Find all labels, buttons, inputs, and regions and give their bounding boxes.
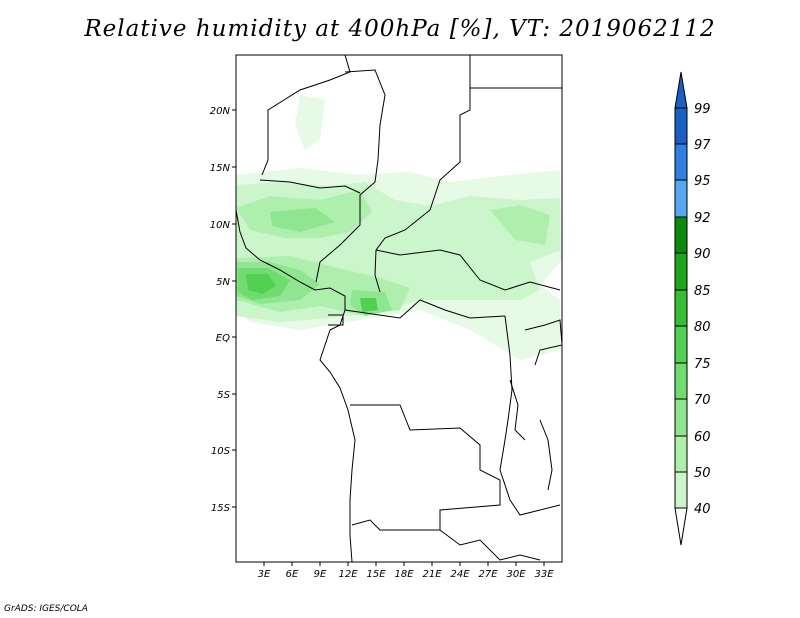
- lat-label: 5S: [217, 390, 230, 401]
- lat-label: 5N: [216, 277, 230, 288]
- colorbar-segment: [674, 435, 688, 473]
- colorbar-segment: [674, 252, 688, 291]
- colorbar-label: 95: [694, 174, 711, 189]
- lon-label: 21E: [422, 569, 442, 580]
- lat-label: 20N: [210, 106, 231, 117]
- border: [375, 249, 561, 291]
- colorbar-segment: [674, 325, 688, 364]
- lon-label: 9E: [314, 569, 327, 580]
- colorbar-label: 92: [694, 211, 711, 226]
- border: [350, 404, 501, 531]
- latitude-axis: 20N 15N 10N 5N EQ 5S 10S 15S: [210, 106, 236, 514]
- lon-label: 3E: [258, 569, 271, 580]
- colorbar-label: 90: [694, 247, 711, 262]
- border: [439, 529, 541, 561]
- border: [315, 69, 386, 283]
- lon-label: 30E: [506, 569, 526, 580]
- humidity-area-80: [360, 298, 378, 312]
- map-title: Relative humidity at 400hPa [%], VT: 201…: [84, 16, 716, 42]
- lon-label: 15E: [366, 569, 386, 580]
- map-frame: [235, 54, 563, 563]
- colorbar-segment: [674, 471, 688, 509]
- lake: [509, 379, 526, 441]
- humidity-field: [236, 95, 562, 360]
- lat-label: 10N: [210, 220, 231, 231]
- colorbar-label: 85: [694, 284, 711, 299]
- humidity-area-60: [490, 205, 550, 245]
- credit-text: GrADS: IGES/COLA: [4, 604, 88, 614]
- lat-label: 15N: [210, 163, 231, 174]
- border: [344, 299, 506, 319]
- border: [236, 54, 351, 176]
- lake: [539, 419, 553, 491]
- colorbar-top-arrow: [674, 71, 688, 109]
- lat-label: 15S: [211, 503, 231, 514]
- lat-label: EQ: [216, 333, 230, 344]
- border: [374, 55, 471, 293]
- longitude-axis: 3E 6E 9E 12E 15E 18E 21E 24E 27E 30E 33E: [258, 562, 554, 580]
- lon-label: 24E: [450, 569, 470, 580]
- colorbar-segment: [674, 289, 688, 327]
- lon-label: 33E: [534, 569, 554, 580]
- colorbar-segment: [674, 107, 688, 145]
- colorbar-bottom-arrow: [674, 507, 688, 546]
- lat-label: 10S: [211, 446, 231, 457]
- coastline: [235, 209, 356, 563]
- colorbar-label: 70: [694, 393, 711, 408]
- colorbar-segment: [674, 143, 688, 181]
- colorbar-label: 50: [694, 466, 711, 481]
- colorbar-label: 75: [694, 357, 711, 372]
- colorbar-label: 60: [694, 430, 711, 445]
- lon-label: 27E: [478, 569, 498, 580]
- colorbar-segment: [674, 398, 688, 437]
- colorbar-label: 97: [694, 138, 711, 153]
- humidity-area-80: [246, 274, 276, 294]
- colorbar: 99 97 95 92 90 85 80 75 70 60 50 40: [674, 71, 711, 546]
- colorbar-segment: [674, 362, 688, 400]
- lon-label: 12E: [338, 569, 358, 580]
- colorbar-segment: [674, 216, 688, 254]
- colorbar-label: 40: [694, 502, 711, 517]
- border: [259, 179, 361, 194]
- lon-label: 18E: [394, 569, 414, 580]
- colorbar-segment: [674, 179, 688, 218]
- humidity-area-70: [270, 208, 335, 232]
- border: [328, 314, 344, 326]
- colorbar-label: 80: [694, 320, 711, 335]
- border: [524, 319, 563, 366]
- border: [499, 315, 561, 516]
- humidity-area-light: [295, 95, 325, 150]
- lon-label: 6E: [286, 569, 299, 580]
- coastlines-borders: [235, 54, 563, 563]
- colorbar-label: 99: [694, 102, 711, 117]
